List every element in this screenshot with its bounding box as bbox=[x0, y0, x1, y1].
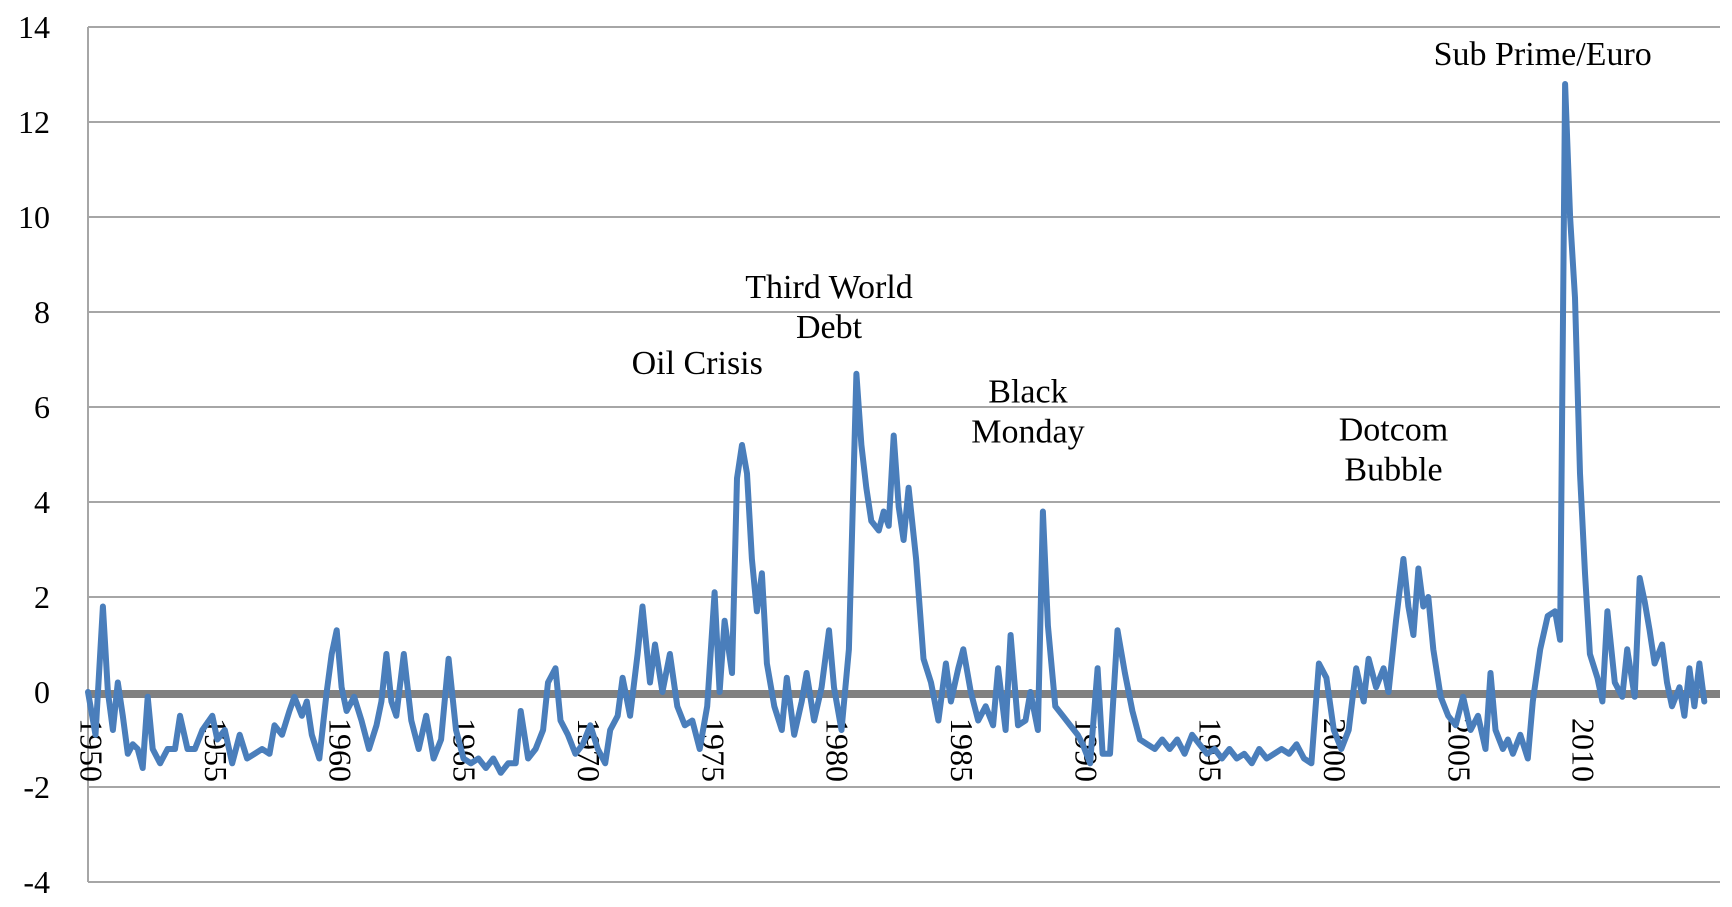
annotation-line: Debt bbox=[796, 309, 863, 346]
annotation-dotcom-bubble: Dotcom Bubble bbox=[1339, 411, 1449, 488]
annotation-sub-prime-euro: Sub Prime/Euro bbox=[1434, 36, 1652, 73]
y-tick-label: -4 bbox=[23, 864, 50, 900]
y-axis-tick-labels: 14 12 10 8 6 4 2 0 -2 -4 bbox=[18, 9, 50, 900]
annotation-line: Monday bbox=[971, 413, 1084, 450]
annotation-line: Dotcom bbox=[1339, 411, 1449, 448]
annotation-line: Bubble bbox=[1344, 451, 1442, 488]
y-tick-label: 14 bbox=[18, 9, 50, 45]
annotation-line: Third World bbox=[745, 269, 913, 306]
y-tick-label: 8 bbox=[34, 294, 50, 330]
annotation-line: Oil Crisis bbox=[632, 345, 763, 382]
x-tick-label: 1985 bbox=[944, 718, 980, 782]
y-tick-label: 2 bbox=[34, 579, 50, 615]
y-tick-label: -2 bbox=[23, 769, 50, 805]
y-tick-label: 4 bbox=[34, 484, 50, 520]
annotation-black-monday: Black Monday bbox=[971, 373, 1084, 450]
annotation-oil-crisis: Oil Crisis bbox=[632, 345, 763, 382]
annotation-third-world-debt: Third World Debt bbox=[745, 269, 913, 346]
x-tick-label: 1980 bbox=[820, 718, 856, 782]
x-tick-label: 1960 bbox=[322, 718, 358, 782]
y-tick-label: 0 bbox=[34, 674, 50, 710]
x-tick-label: 1965 bbox=[447, 718, 483, 782]
annotation-line: Sub Prime/Euro bbox=[1434, 36, 1652, 73]
x-tick-label: 2010 bbox=[1566, 718, 1602, 782]
annotation-line: Black bbox=[988, 373, 1067, 410]
y-tick-label: 12 bbox=[18, 104, 50, 140]
series-line bbox=[85, 81, 1708, 776]
y-tick-label: 6 bbox=[34, 389, 50, 425]
y-tick-label: 10 bbox=[18, 199, 50, 235]
gridlines bbox=[88, 26, 1720, 883]
